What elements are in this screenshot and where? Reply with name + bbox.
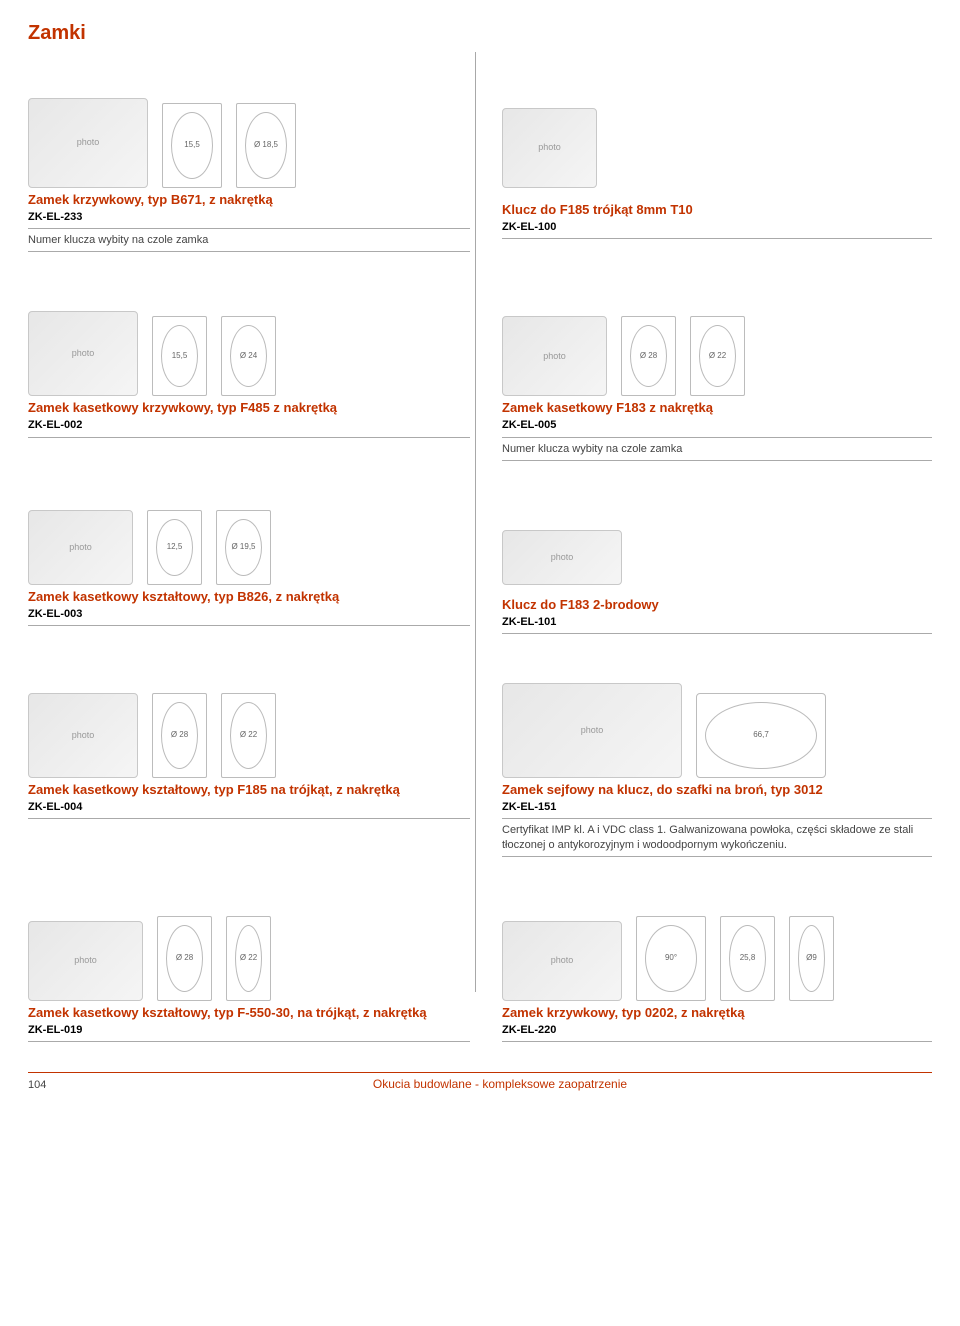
dim-label: 15,5 [172, 351, 188, 361]
product-title: Zamek kasetkowy kształtowy, typ B826, z … [28, 589, 470, 606]
product-title: Zamek kasetkowy kształtowy, typ F-550-30… [28, 1005, 470, 1022]
dim-label: Ø 18,5 [254, 140, 278, 150]
product-sku: ZK-EL-220 [502, 1023, 932, 1037]
dim-label: Ø 28 [176, 953, 193, 963]
product-images: photo 66,7 [502, 652, 932, 782]
product-sku: ZK-EL-100 [502, 220, 932, 234]
page-footer: 104 Okucia budowlane - kompleksowe zaopa… [28, 1072, 932, 1093]
product-title: Zamek krzywkowy, typ B671, z nakrętką [28, 192, 470, 209]
product-images: photo [502, 62, 932, 192]
product-title: Zamek kasetkowy F183 z nakrętką [502, 400, 932, 417]
product-sku: ZK-EL-002 [28, 418, 470, 432]
dim-label: Ø 28 [640, 351, 657, 361]
product-note: Certyfikat IMP kl. A i VDC class 1. Galw… [502, 823, 932, 852]
product-images: photo Ø 28 Ø 22 [28, 652, 470, 782]
footer-page-number: 104 [28, 1078, 68, 1092]
dim-label: Ø 22 [240, 953, 257, 963]
dim-label: Ø 22 [240, 730, 257, 740]
product-images: photo 12,5 Ø 19,5 [28, 479, 470, 589]
product-title: Klucz do F183 2-brodowy [502, 597, 932, 614]
product-images: photo Ø 28 Ø 22 [28, 875, 470, 1005]
dim-label: Ø9 [806, 953, 817, 963]
dim-label: Ø 19,5 [231, 542, 255, 552]
product-title: Klucz do F185 trójkąt 8mm T10 [502, 202, 932, 219]
product-images: photo 15,5 Ø 18,5 [28, 62, 470, 192]
product-title: Zamek krzywkowy, typ 0202, z nakrętką [502, 1005, 932, 1022]
product-sku: ZK-EL-004 [28, 800, 470, 814]
dim-label: 12,5 [167, 542, 183, 552]
product-images: photo [502, 479, 932, 589]
product-note: Numer klucza wybity na czole zamka [28, 233, 470, 247]
dim-label: Ø 24 [240, 351, 257, 361]
dim-label: 25,8 [740, 953, 756, 963]
dim-label: Ø 22 [709, 351, 726, 361]
product-images: photo 90° 25,8 Ø9 [502, 875, 932, 1005]
page-title: Zamki [28, 20, 932, 46]
product-note: Numer klucza wybity na czole zamka [502, 442, 932, 456]
product-title: Zamek kasetkowy kształtowy, typ F185 na … [28, 782, 470, 799]
vertical-divider [475, 52, 476, 992]
product-sku: ZK-EL-019 [28, 1023, 470, 1037]
dim-label: 15,5 [184, 140, 200, 150]
dim-label: Ø 28 [171, 730, 188, 740]
product-sku: ZK-EL-005 [502, 418, 932, 432]
product-images: photo 15,5 Ø 24 [28, 270, 470, 400]
product-title: Zamek sejfowy na klucz, do szafki na bro… [502, 782, 932, 799]
product-sku: ZK-EL-151 [502, 800, 932, 814]
product-sku: ZK-EL-003 [28, 607, 470, 621]
dim-label: 90° [665, 953, 677, 963]
footer-text: Okucia budowlane - kompleksowe zaopatrze… [68, 1077, 932, 1093]
product-sku: ZK-EL-101 [502, 615, 932, 629]
product-title: Zamek kasetkowy krzywkowy, typ F485 z na… [28, 400, 470, 417]
product-sku: ZK-EL-233 [28, 210, 470, 224]
dim-label: 66,7 [753, 730, 769, 740]
product-images: photo Ø 28 Ø 22 [502, 270, 932, 400]
